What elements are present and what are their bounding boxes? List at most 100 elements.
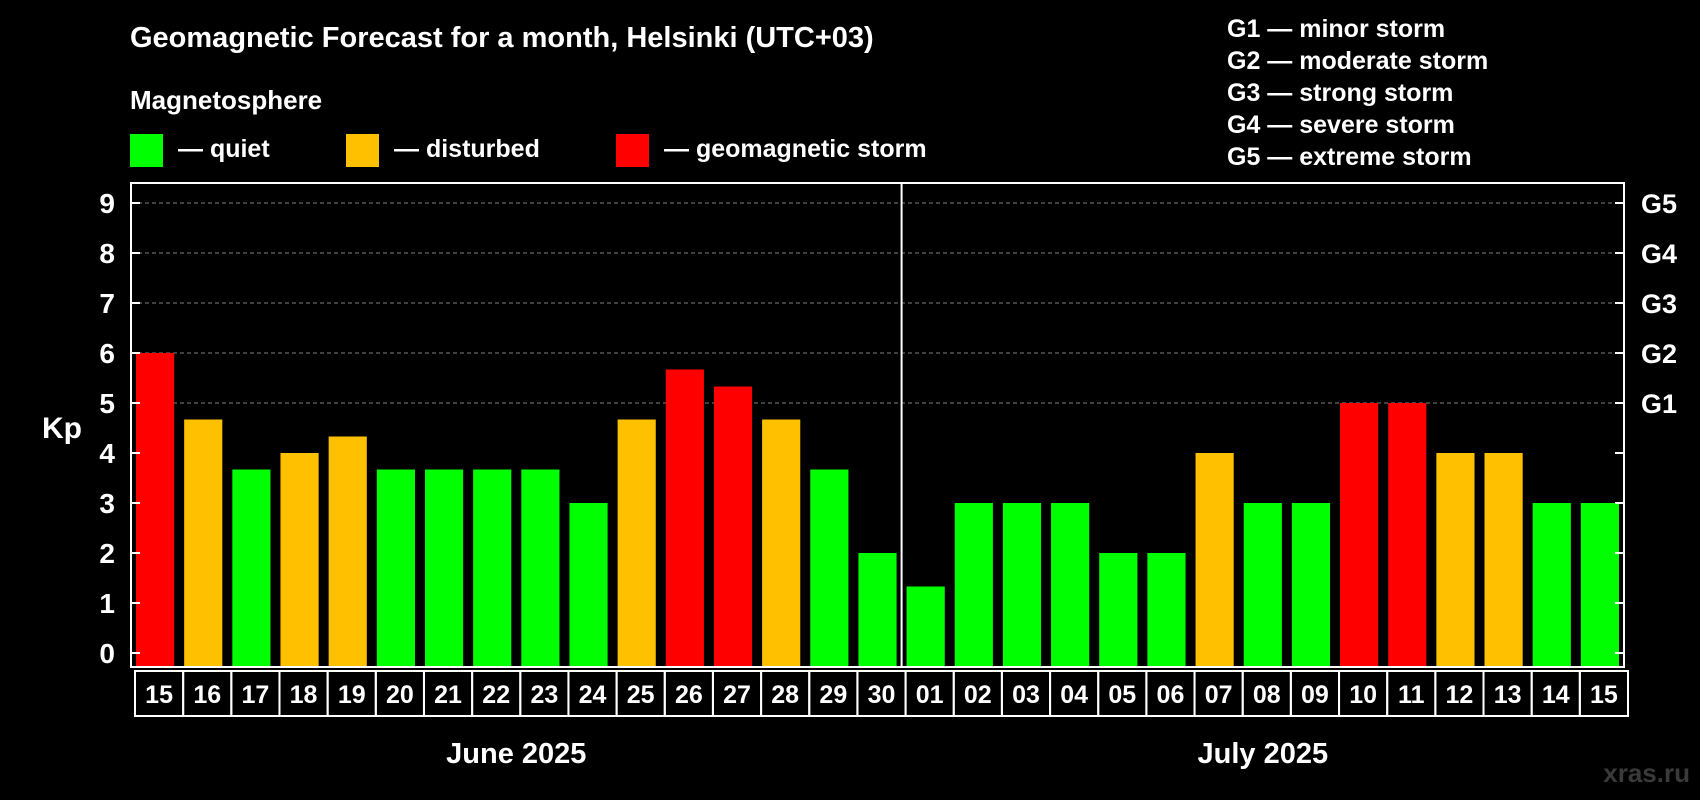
bar-0: [136, 353, 175, 667]
x-tick-label-24: 09: [1301, 681, 1329, 709]
x-tick-label-0: 15: [145, 681, 173, 709]
x-label-box-30: [1578, 670, 1630, 717]
chart-title: Geomagnetic Forecast for a month, Helsin…: [130, 22, 874, 54]
x-tick-label-12: 27: [723, 681, 751, 709]
y-tick-label-1: 1: [99, 588, 115, 619]
legend-label-storm: — geomagnetic storm: [664, 135, 927, 163]
x-tick-label-19: 04: [1060, 681, 1088, 709]
bar-22: [1195, 453, 1234, 667]
bar-13: [762, 419, 801, 667]
plot-frame: [130, 182, 1625, 668]
x-tick-label-11: 26: [675, 681, 703, 709]
x-tick-label-25: 10: [1349, 681, 1377, 709]
storm-scale-g4: G4 — severe storm: [1227, 111, 1455, 139]
x-tick-label-27: 12: [1446, 681, 1474, 709]
y-tick-label-6: 6: [99, 338, 115, 369]
x-tick-label-10: 25: [627, 681, 655, 709]
month-label-0: June 2025: [446, 738, 586, 770]
bar-24: [1291, 503, 1331, 667]
bar-1: [184, 419, 223, 667]
x-tick-label-16: 01: [916, 681, 944, 709]
bar-26: [1388, 403, 1427, 667]
bar-20: [1099, 553, 1138, 667]
x-tick-label-4: 19: [338, 681, 366, 709]
legend-label-quiet: — quiet: [178, 135, 270, 163]
storm-level-label-G4: G4: [1641, 239, 1677, 269]
y-tick-label-3: 3: [99, 488, 115, 519]
x-tick-label-9: 24: [579, 681, 607, 709]
bar-21: [1147, 553, 1186, 667]
legend-heading: Magnetosphere: [130, 85, 322, 115]
bar-19: [1051, 503, 1090, 667]
x-tick-label-5: 20: [386, 681, 414, 709]
x-tick-label-3: 18: [290, 681, 318, 709]
bar-28: [1484, 453, 1523, 667]
bar-14: [810, 469, 849, 667]
bar-9: [569, 503, 608, 667]
y-tick-label-2: 2: [99, 538, 115, 569]
bar-29: [1532, 503, 1571, 667]
legend: — quiet — disturbed — geomagnetic storm: [130, 134, 927, 167]
y-tick-label-0: 0: [99, 638, 115, 669]
y-tick-label-7: 7: [99, 288, 115, 319]
storm-level-label-G2: G2: [1641, 339, 1677, 369]
bar-11: [665, 369, 704, 667]
bar-15: [858, 553, 897, 667]
x-tick-label-20: 05: [1108, 681, 1136, 709]
storm-scale-g5: G5 — extreme storm: [1227, 143, 1472, 171]
storm-level-label-G3: G3: [1641, 289, 1677, 319]
bar-7: [473, 469, 512, 667]
bar-10: [617, 419, 656, 667]
legend-swatch-disturbed: [346, 134, 379, 167]
x-tick-label-17: 02: [964, 681, 992, 709]
storm-level-label-G5: G5: [1641, 189, 1677, 219]
x-tick-label-21: 06: [1157, 681, 1185, 709]
y-tick-label-4: 4: [99, 438, 115, 469]
x-tick-label-29: 14: [1542, 681, 1570, 709]
x-tick-label-6: 21: [434, 681, 462, 709]
bar-5: [376, 469, 415, 667]
bar-4: [328, 436, 367, 667]
storm-level-label-G1: G1: [1641, 389, 1677, 419]
storm-scale-g1: G1 — minor storm: [1227, 15, 1445, 43]
y-tick-label-9: 9: [99, 188, 115, 219]
x-tick-label-14: 29: [819, 681, 847, 709]
x-tick-label-15: 30: [868, 681, 896, 709]
month-label-1: July 2025: [1197, 738, 1328, 770]
x-tick-label-18: 03: [1012, 681, 1040, 709]
storm-scale-g3: G3 — strong storm: [1227, 79, 1453, 107]
y-tick-label-5: 5: [99, 388, 115, 419]
bar-27: [1436, 453, 1475, 667]
y-axis-label: Kp: [42, 412, 82, 445]
x-tick-label-28: 13: [1494, 681, 1522, 709]
x-tick-label-2: 17: [241, 681, 269, 709]
bar-23: [1243, 503, 1282, 667]
storm-scale-legend: G1 — minor storm G2 — moderate storm G3 …: [1227, 15, 1488, 171]
y-tick-label-8: 8: [99, 238, 115, 269]
legend-label-disturbed: — disturbed: [394, 135, 540, 163]
x-tick-label-22: 07: [1205, 681, 1233, 709]
bar-17: [954, 503, 993, 667]
legend-swatch-quiet: [130, 134, 163, 167]
watermark: xras.ru: [1603, 758, 1690, 788]
bar-12: [713, 386, 753, 667]
x-tick-label-7: 22: [482, 681, 510, 709]
bar-30: [1580, 503, 1619, 667]
x-tick-label-30: 15: [1590, 681, 1618, 709]
x-tick-label-1: 16: [193, 681, 221, 709]
bar-18: [1002, 503, 1042, 667]
x-tick-label-8: 23: [530, 681, 558, 709]
storm-scale-g2: G2 — moderate storm: [1227, 47, 1488, 75]
bar-6: [424, 469, 464, 667]
x-tick-label-23: 08: [1253, 681, 1281, 709]
bar-8: [521, 469, 560, 667]
legend-swatch-storm: [616, 134, 649, 167]
x-tick-label-26: 11: [1398, 681, 1425, 709]
bar-3: [280, 453, 319, 667]
bar-2: [232, 469, 271, 667]
x-tick-label-13: 28: [771, 681, 799, 709]
bar-25: [1340, 403, 1379, 667]
bar-16: [906, 586, 945, 667]
